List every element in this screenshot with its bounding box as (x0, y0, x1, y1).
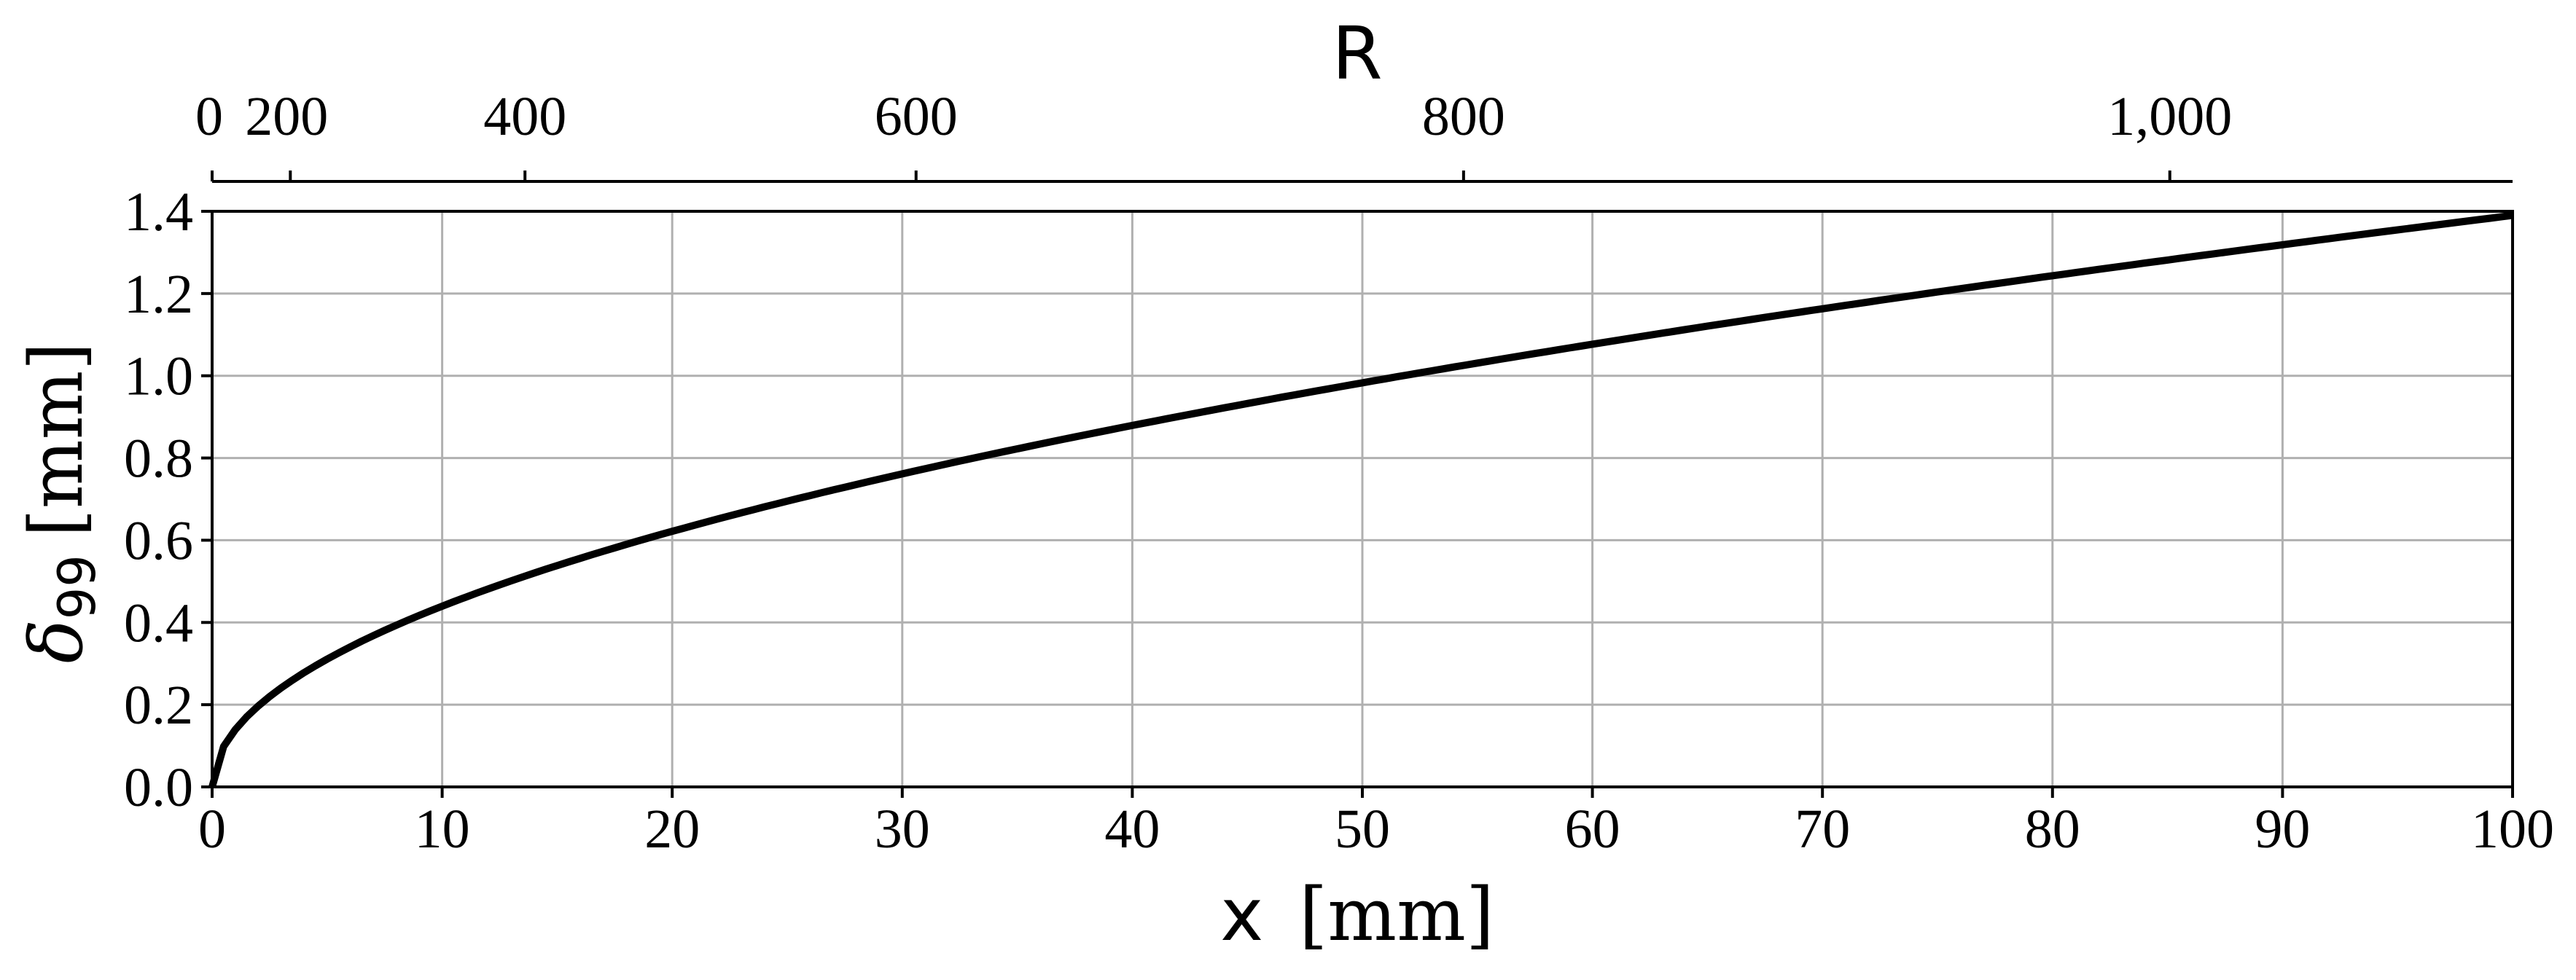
grid-lines (211, 210, 2514, 788)
x-axis-unit: [mm] (1299, 872, 1494, 957)
x-tick-label: 90 (2255, 799, 2310, 860)
y-axis-title: δ99 [mm] (14, 342, 107, 664)
y-axis-subscript: 99 (47, 554, 107, 619)
x-axis-ticks: 0 10 20 30 40 50 60 70 80 90 100 (198, 787, 2554, 860)
x-tick-label: 50 (1335, 799, 1390, 860)
y-tick-label: 1.4 (124, 181, 193, 243)
secondary-tick-label: 1,000 (2107, 86, 2232, 147)
secondary-x-axis-r: 0 200 400 600 800 1,000 (195, 86, 2513, 183)
x-tick-label: 0 (198, 799, 226, 860)
secondary-tick-label: 600 (875, 86, 958, 147)
secondary-tick-label: 0 (195, 86, 223, 147)
x-axis-title: x [mm] (1220, 872, 1494, 957)
y-tick-label: 0.0 (124, 757, 193, 818)
x-tick-label: 10 (415, 799, 470, 860)
y-tick-label: 1.2 (124, 264, 193, 325)
y-tick-label: 1.0 (124, 346, 193, 407)
x-tick-label: 100 (2471, 799, 2554, 860)
y-axis-ticks: 0.0 0.2 0.4 0.6 0.8 1.0 1.2 1.4 (124, 181, 212, 818)
secondary-tick-label: 200 (245, 86, 328, 147)
secondary-tick-label: 400 (483, 86, 566, 147)
y-tick-label: 0.8 (124, 428, 193, 490)
delta99-curve (208, 211, 2513, 788)
secondary-axis-title: R (1332, 11, 1382, 96)
x-tick-label: 20 (644, 799, 700, 860)
x-tick-label: 80 (2025, 799, 2080, 860)
x-tick-label: 40 (1104, 799, 1160, 860)
secondary-tick-label: 800 (1422, 86, 1505, 147)
y-tick-label: 0.6 (124, 510, 193, 571)
x-tick-label: 30 (875, 799, 930, 860)
x-axis-var: x (1220, 872, 1263, 957)
y-tick-label: 0.4 (124, 592, 193, 654)
x-tick-label: 70 (1795, 799, 1850, 860)
y-axis-var: δ (14, 619, 99, 663)
y-tick-label: 0.2 (124, 675, 193, 736)
y-axis-unit: [mm] (14, 342, 99, 538)
x-tick-label: 60 (1565, 799, 1620, 860)
